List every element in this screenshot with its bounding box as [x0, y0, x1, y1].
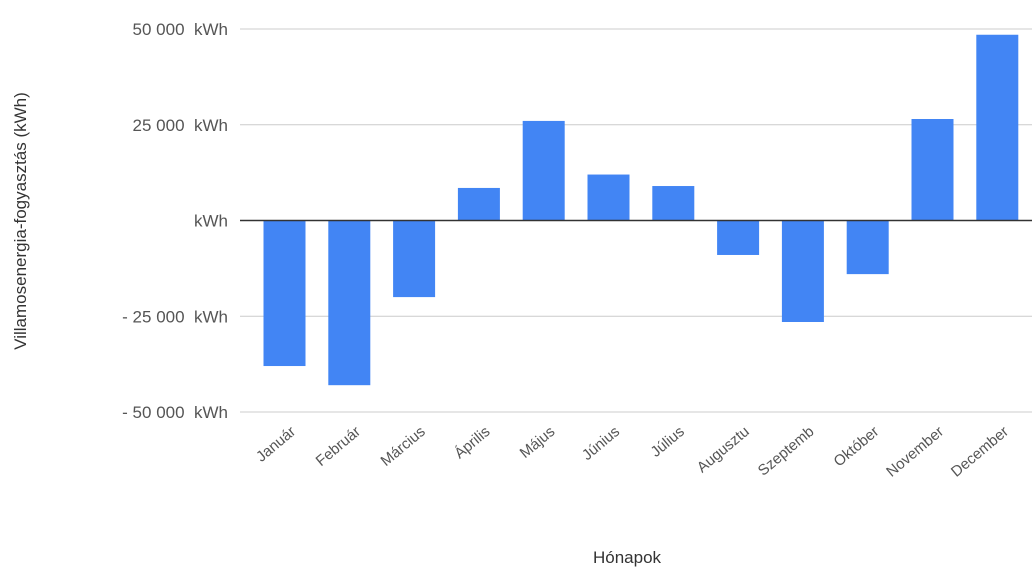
- x-tick-label: Március: [378, 423, 429, 470]
- x-tick-label: Február: [313, 423, 364, 470]
- x-axis-tick-labels: Január Február Március Április Május Június Jú…: [253, 423, 1012, 481]
- x-tick-label: Június: [579, 423, 623, 464]
- x-tick-label: Április: [451, 423, 493, 462]
- y-axis-title: Villamosenergia-fogyasztás (kWh): [11, 92, 30, 350]
- y-tick-label: 25 000 kWh: [133, 116, 228, 135]
- y-tick-label: - 25 000 kWh: [122, 307, 228, 326]
- y-tick-label: 50 000 kWh: [133, 20, 228, 39]
- bar: [328, 220, 371, 386]
- x-tick-label: December: [948, 423, 1012, 481]
- y-tick-label: kWh: [194, 212, 228, 231]
- x-axis-title: Hónapok: [593, 548, 662, 567]
- x-tick-label: Május: [517, 423, 559, 462]
- y-axis-tick-labels: 50 000 kWh 25 000 kWh kWh - 25 000 kWh - 50 …: [122, 20, 228, 422]
- x-tick-label: Január: [253, 423, 299, 466]
- bar: [846, 220, 889, 275]
- x-tick-label: November: [883, 423, 947, 481]
- x-tick-label: Július: [648, 423, 688, 461]
- bar: [522, 120, 565, 221]
- bar: [263, 220, 306, 367]
- bar: [457, 187, 500, 221]
- x-tick-label: Szeptemb: [755, 423, 818, 479]
- bar: [781, 220, 824, 322]
- bar: [717, 220, 760, 255]
- bar: [976, 34, 1019, 221]
- gridlines: [240, 28, 1032, 413]
- x-tick-label: Október: [830, 423, 882, 470]
- bar: [911, 119, 954, 221]
- bars: [263, 34, 1019, 386]
- bar: [652, 186, 695, 221]
- bar: [587, 174, 630, 221]
- y-tick-label: - 50 000 kWh: [122, 403, 228, 422]
- x-tick-label: Augusztu: [694, 423, 753, 476]
- bar: [393, 220, 436, 298]
